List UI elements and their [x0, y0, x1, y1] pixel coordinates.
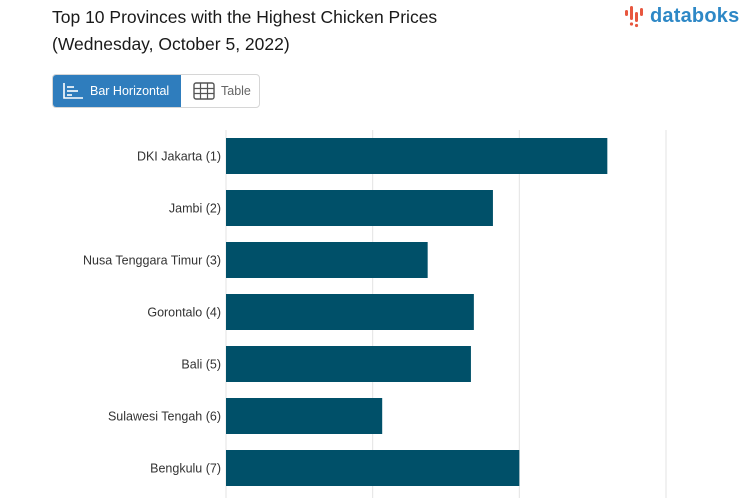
- bar-horizontal-button[interactable]: Bar Horizontal: [53, 75, 181, 107]
- bar-1[interactable]: [226, 138, 608, 174]
- bar-3[interactable]: [226, 242, 428, 278]
- databoks-logo: databoks: [624, 3, 739, 29]
- chart-title: Top 10 Provinces with the Highest Chicke…: [52, 4, 612, 58]
- bar-5[interactable]: [226, 346, 471, 382]
- table-button[interactable]: Table: [181, 75, 259, 107]
- category-label-1: DKI Jakarta (1): [137, 150, 221, 164]
- category-label-6: Sulawesi Tengah (6): [108, 410, 221, 424]
- category-label-3: Nusa Tenggara Timur (3): [83, 254, 221, 268]
- category-label-4: Gorontalo (4): [147, 306, 221, 320]
- title-line-2: (Wednesday, October 5, 2022): [52, 34, 290, 54]
- bar-2[interactable]: [226, 190, 493, 226]
- bar-chart-svg: DKI Jakarta (1) Jambi (2) Nusa Tenggara Ti…: [83, 130, 667, 498]
- category-label-7: Bengkulu (7): [150, 462, 221, 476]
- bar-horizontal-label: Bar Horizontal: [90, 84, 170, 98]
- bar-6[interactable]: [226, 398, 383, 434]
- table-label: Table: [221, 84, 251, 98]
- bar-7[interactable]: [226, 450, 520, 486]
- bar-chart-icon: [63, 83, 83, 99]
- title-line-1: Top 10 Provinces with the Highest Chicke…: [52, 7, 438, 27]
- logo-text: databoks: [650, 4, 740, 27]
- databoks-logo-icon: [625, 6, 643, 28]
- table-grid-icon: [193, 82, 215, 100]
- category-label-2: Jambi (2): [169, 202, 221, 216]
- bar-4[interactable]: [226, 294, 474, 330]
- category-label-5: Bali (5): [181, 358, 221, 372]
- view-toggle: Bar Horizontal Table: [52, 74, 260, 108]
- bar-chart: DKI Jakarta (1) Jambi (2) Nusa Tenggara Ti…: [0, 130, 753, 498]
